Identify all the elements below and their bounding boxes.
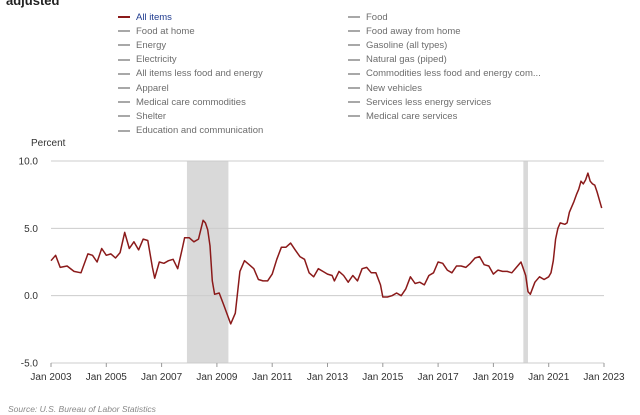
- legend-label: Food at home: [136, 25, 195, 37]
- legend-label: Medical care commodities: [136, 96, 246, 108]
- legend-item[interactable]: Electricity: [118, 53, 177, 67]
- series-line-all-items: [50, 172, 603, 325]
- legend-label: Natural gas (piped): [366, 54, 447, 66]
- recession-band: [523, 161, 528, 363]
- legend-item[interactable]: New vehicles: [348, 81, 422, 95]
- recession-band: [186, 161, 229, 363]
- legend-item[interactable]: Food: [348, 10, 388, 24]
- x-tick-label: Jan 2023: [583, 372, 625, 383]
- legend-line-icon: [118, 44, 130, 47]
- legend-line-icon: [118, 72, 130, 75]
- legend-line-icon: [118, 16, 130, 18]
- x-tick-label: Jan 2015: [362, 372, 404, 383]
- legend-item[interactable]: Food away from home: [348, 24, 461, 38]
- legend-item[interactable]: Gasoline (all types): [348, 38, 447, 52]
- legend-line-icon: [118, 115, 130, 118]
- legend-line-icon: [348, 101, 360, 104]
- legend-label: All items less food and energy: [136, 68, 263, 80]
- x-tick-label: Jan 2017: [418, 372, 460, 383]
- legend-line-icon: [348, 72, 360, 75]
- legend-item[interactable]: Medical care services: [348, 109, 457, 123]
- legend-item[interactable]: Shelter: [118, 109, 166, 123]
- legend-label: Education and communication: [136, 125, 264, 137]
- y-tick-label: 0.0: [24, 291, 38, 302]
- x-tick-label: Jan 2007: [141, 372, 183, 383]
- legend-item[interactable]: Energy: [118, 38, 166, 52]
- x-tick-label: Jan 2021: [528, 372, 570, 383]
- legend-line-icon: [348, 115, 360, 118]
- x-tick-label: Jan 2003: [30, 372, 72, 383]
- legend-label: All items: [136, 11, 172, 23]
- legend-label: Apparel: [136, 82, 169, 94]
- y-tick-label: -5.0: [21, 359, 39, 370]
- legend-line-icon: [348, 16, 360, 18]
- legend-item[interactable]: Natural gas (piped): [348, 53, 447, 67]
- source-note: Source: U.S. Bureau of Labor Statistics: [8, 404, 156, 414]
- legend-item[interactable]: Commodities less food and energy com...: [348, 67, 541, 81]
- page-title: adjusted: [6, 0, 60, 8]
- legend-item[interactable]: Apparel: [118, 81, 169, 95]
- legend-label: New vehicles: [366, 82, 422, 94]
- y-tick-label: 5.0: [24, 224, 38, 235]
- legend-line-icon: [118, 58, 130, 61]
- x-tick-label: Jan 2011: [252, 372, 293, 383]
- legend-label: Food: [366, 11, 388, 23]
- x-tick-label: Jan 2005: [86, 372, 128, 383]
- legend-item[interactable]: Food at home: [118, 24, 195, 38]
- legend-item[interactable]: Education and communication: [118, 124, 263, 138]
- x-tick-label: Jan 2019: [473, 372, 515, 383]
- legend-label: Gasoline (all types): [366, 39, 448, 51]
- legend-item[interactable]: All items: [118, 10, 172, 24]
- legend-line-icon: [348, 87, 360, 89]
- legend-line-icon: [348, 58, 360, 61]
- legend-label: Energy: [136, 39, 167, 51]
- legend-item[interactable]: Services less energy services: [348, 95, 491, 109]
- legend-line-icon: [348, 44, 360, 47]
- legend-item[interactable]: Medical care commodities: [118, 95, 246, 109]
- legend-line-icon: [348, 30, 360, 33]
- legend-label: Shelter: [136, 110, 167, 122]
- legend-label: Medical care services: [366, 110, 458, 122]
- legend-line-icon: [118, 101, 130, 104]
- legend-label: Food away from home: [366, 25, 461, 37]
- legend-line-icon: [118, 30, 130, 33]
- y-tick-label: 10.0: [19, 157, 39, 168]
- x-tick-label: Jan 2009: [196, 372, 238, 383]
- legend: All items Food at home Energy Electricity Al…: [0, 0, 640, 140]
- legend-label: Services less energy services: [366, 96, 492, 108]
- x-tick-label: Jan 2013: [307, 372, 349, 383]
- legend-item[interactable]: All items less food and energy: [118, 67, 263, 81]
- y-axis-label: Percent: [31, 138, 66, 149]
- legend-line-icon: [118, 129, 130, 132]
- legend-label: Electricity: [136, 54, 177, 66]
- legend-label: Commodities less food and energy com...: [366, 68, 541, 80]
- legend-line-icon: [118, 87, 130, 89]
